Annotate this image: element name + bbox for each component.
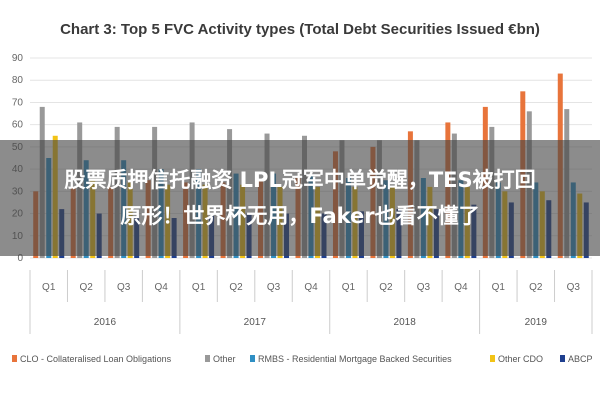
x-year-label: 2017 [244, 317, 267, 328]
x-tick-label: Q4 [304, 282, 318, 293]
legend-swatch [490, 355, 495, 362]
legend-swatch [12, 355, 17, 362]
chart-title: Chart 3: Top 5 FVC Activity types (Total… [60, 21, 540, 38]
x-tick-label: Q1 [192, 282, 206, 293]
x-tick-label: Q4 [454, 282, 468, 293]
x-year-label: 2018 [394, 317, 417, 328]
y-tick-label: 70 [12, 97, 24, 108]
legend-label: CLO - Collateralised Loan Obligations [20, 354, 172, 364]
x-tick-label: Q2 [379, 282, 393, 293]
legend-item: RMBS - Residential Mortgage Backed Secur… [250, 354, 452, 364]
headline-line-1: 股票质押信托融资 LPL冠军中单觉醒，TES被打回 [64, 168, 536, 192]
x-tick-label: Q1 [42, 282, 56, 293]
legend-label: ABCP [568, 354, 593, 364]
legend-label: RMBS - Residential Mortgage Backed Secur… [258, 354, 452, 364]
y-tick-label: 60 [12, 120, 24, 131]
x-tick-label: Q1 [342, 282, 356, 293]
x-tick-label: Q3 [417, 282, 431, 293]
legend-item: Other [205, 354, 236, 364]
article-headline-banner[interactable]: 股票质押信托融资 LPL冠军中单觉醒，TES被打回 原形！世界杯无用，Faker… [0, 140, 600, 256]
x-tick-label: Q1 [492, 282, 506, 293]
x-tick-label: Q3 [267, 282, 281, 293]
x-tick-label: Q4 [154, 282, 168, 293]
legend-swatch [560, 355, 565, 362]
headline-line-2: 原形！世界杯无用，Faker也看不懂了 [120, 204, 480, 228]
y-tick-label: 0 [17, 253, 23, 264]
x-year-label: 2016 [94, 317, 117, 328]
x-year-label: 2019 [525, 317, 548, 328]
x-tick-label: Q2 [229, 282, 243, 293]
legend-item: Other CDO [490, 354, 543, 364]
legend-swatch [205, 355, 210, 362]
legend-item: CLO - Collateralised Loan Obligations [12, 354, 172, 364]
y-tick-label: 90 [12, 53, 24, 64]
legend: CLO - Collateralised Loan Obligations Oth… [12, 354, 593, 364]
x-tick-label: Q3 [567, 282, 581, 293]
x-tick-label: Q2 [80, 282, 94, 293]
legend-item: ABCP [560, 354, 593, 364]
legend-label: Other CDO [498, 354, 543, 364]
x-axis: Q1 Q2 Q3 Q4 Q1 Q2 Q3 Q4 Q1 Q2 Q3 Q4 Q1 Q2 Q3 2016 2017 20… [29, 270, 593, 334]
legend-label: Other [213, 354, 236, 364]
legend-swatch [250, 355, 255, 362]
x-tick-label: Q2 [529, 282, 543, 293]
x-tick-label: Q3 [117, 282, 131, 293]
y-tick-label: 80 [12, 75, 24, 86]
